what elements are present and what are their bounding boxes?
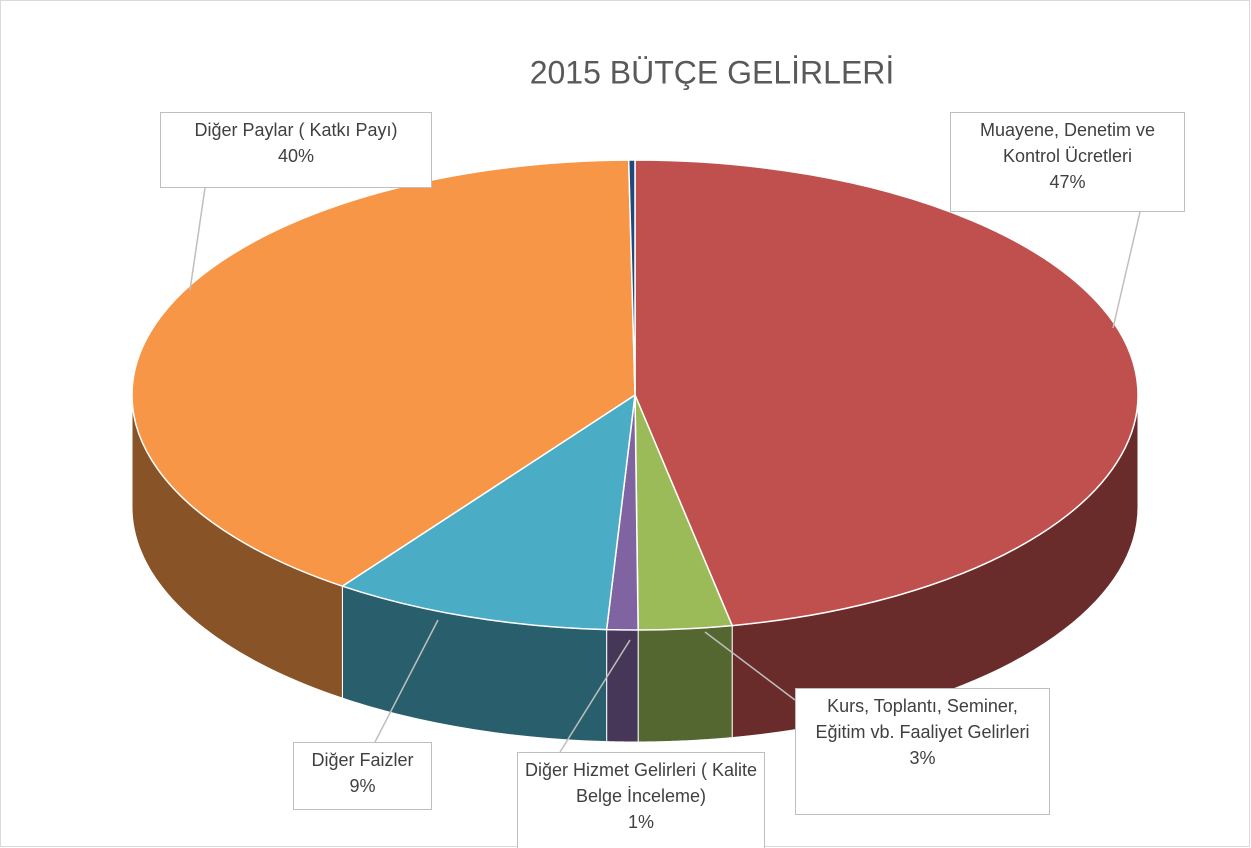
leader-line <box>189 187 206 291</box>
pie <box>131 159 1139 743</box>
label-name: Diğer Faizler <box>311 750 414 770</box>
data-label: Diğer Hizmet Gelirleri ( Kalite Belge İn… <box>517 752 765 848</box>
label-name: Diğer Paylar ( Katkı Payı) <box>194 120 398 140</box>
data-label: Kurs, Toplantı, Seminer, Eğitim vb. Faal… <box>795 688 1050 815</box>
leader-lines <box>189 187 1141 753</box>
data-label: Diğer Faizler 9% <box>293 742 432 810</box>
label-name: Diğer Hizmet Gelirleri ( Kalite Belge İn… <box>524 760 758 806</box>
leader-line <box>1112 211 1141 329</box>
label-value: 3% <box>909 748 936 768</box>
label-name: Kurs, Toplantı, Seminer, Eğitim vb. Faal… <box>815 696 1030 742</box>
slice <box>634 159 1139 627</box>
chart-title: 2015 BÜTÇE GELİRLERİ <box>530 54 895 90</box>
label-value: 40% <box>277 146 315 166</box>
slice-side <box>637 625 733 743</box>
label-value: 9% <box>349 776 376 796</box>
slice-side <box>606 629 639 743</box>
leader-line <box>374 619 439 743</box>
label-value: 1% <box>627 812 654 832</box>
data-label: Diğer Paylar ( Katkı Payı) 40% <box>160 112 432 188</box>
slice <box>340 393 636 631</box>
data-label: Muayene, Denetim ve Kontrol Ücretleri 47% <box>950 112 1185 212</box>
slice <box>627 159 636 396</box>
leader-line <box>559 639 631 753</box>
slice <box>131 159 636 587</box>
leader-line <box>704 631 796 701</box>
label-value: 47% <box>1049 172 1086 192</box>
label-name: Muayene, Denetim ve Kontrol Ücretleri <box>979 120 1156 166</box>
